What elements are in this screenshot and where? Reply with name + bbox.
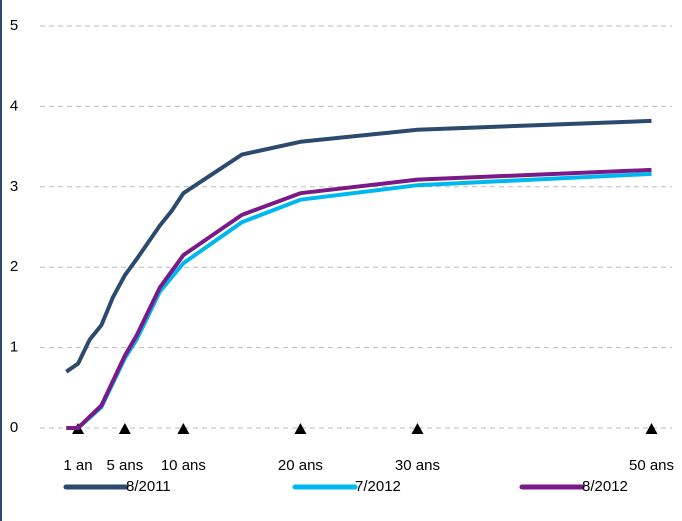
series-line [65, 118, 652, 374]
legend-label: 7/2012 [355, 478, 401, 495]
y-tick-label: 0 [10, 419, 18, 436]
series-line [66, 167, 652, 430]
legend-label: 8/2011 [126, 478, 171, 495]
y-tick-label: 2 [10, 258, 18, 275]
x-tick-label: 1 an [63, 457, 92, 474]
x-tick-label: 50 ans [629, 457, 674, 474]
x-tick-label: 30 ans [395, 457, 440, 474]
x-tick-marker [294, 423, 307, 434]
x-tick-marker [118, 423, 131, 434]
x-tick-marker [411, 423, 424, 434]
x-tick-label: 10 ans [161, 457, 206, 474]
x-tick-marker [645, 423, 658, 434]
x-tick-marker [177, 423, 190, 434]
legend-label: 8/2012 [582, 478, 628, 495]
x-tick-label: 20 ans [278, 457, 323, 474]
y-tick-label: 1 [10, 339, 18, 356]
x-tick-label: 5 ans [107, 457, 144, 474]
y-tick-label: 4 [10, 97, 18, 114]
y-tick-label: 5 [10, 17, 18, 34]
y-tick-label: 3 [10, 178, 18, 195]
